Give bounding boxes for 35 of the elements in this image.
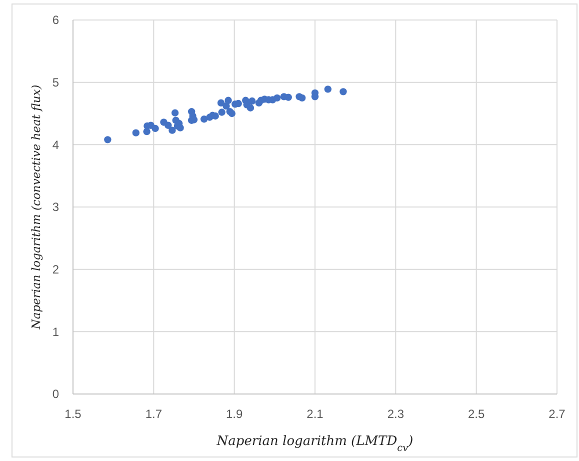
y-tick-label: 3: [52, 200, 60, 214]
point: [284, 94, 292, 101]
x-tick-label: 2.1: [306, 407, 324, 421]
y-tick-label: 5: [52, 76, 60, 90]
point: [340, 88, 347, 96]
point: [200, 116, 208, 123]
y-tick-label: 2: [52, 262, 60, 277]
point: [104, 136, 112, 144]
y-tick-label: 6: [52, 13, 60, 28]
point: [176, 124, 184, 132]
y-tick-label: 4: [52, 138, 60, 152]
x-tick-label: 1.7: [145, 407, 162, 421]
point: [324, 86, 332, 93]
point: [224, 96, 232, 104]
y-axis-title: Naperian logarithm (convective heat flux): [29, 84, 43, 330]
point: [164, 122, 172, 129]
point: [168, 126, 176, 134]
y-tick-label: 1: [52, 324, 60, 339]
point: [246, 104, 254, 112]
x-tick-label: 2.3: [387, 407, 404, 421]
point: [298, 94, 306, 102]
x-axis-title: Naperian logarithm (LMTD$_{cv}$): [216, 434, 414, 454]
point: [228, 110, 236, 118]
x-tick-label: 2.5: [468, 407, 485, 421]
point: [152, 124, 159, 132]
point: [248, 97, 256, 105]
point: [273, 94, 281, 102]
x-tick-label: 2.7: [548, 407, 566, 421]
x-tick-label: 1.9: [226, 407, 243, 421]
point: [218, 108, 226, 116]
point: [171, 109, 179, 116]
point: [217, 99, 225, 106]
point: [132, 129, 140, 136]
y-tick-label: 0: [52, 387, 60, 402]
x-tick-label: 1.5: [64, 407, 82, 421]
